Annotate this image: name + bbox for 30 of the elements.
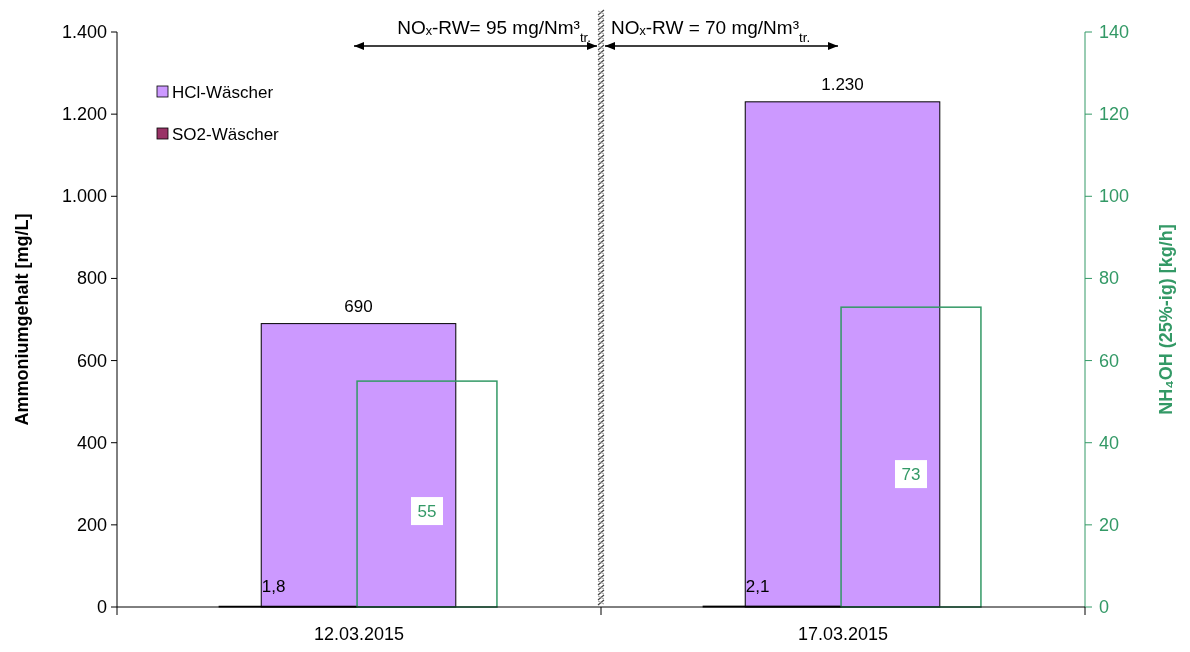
- data-label: 1,8: [261, 577, 286, 597]
- y2-tick-label: 40: [1099, 432, 1120, 453]
- y-tick-label: 1.200: [61, 104, 107, 125]
- annotation: NOₓ-RW= 95 mg/Nm³$_{tr.}$: [397, 17, 591, 45]
- data-label: 1.230: [821, 74, 864, 94]
- data-label: 690: [344, 296, 373, 316]
- y2-tick-label: 140: [1099, 22, 1130, 42]
- y-tick-label: 600: [76, 350, 107, 371]
- annotation: NOₓ-RW = 70 mg/Nm³$_{tr.}$: [611, 17, 811, 45]
- x-tick-label: 12.03.2015: [313, 624, 405, 644]
- y2-tick-label: 120: [1099, 104, 1130, 125]
- y-tick-label: 1.400: [61, 22, 107, 42]
- y2-tick-label: 80: [1099, 268, 1120, 289]
- y2-tick-label: 60: [1099, 350, 1120, 371]
- data-label: 73: [901, 465, 921, 485]
- y-tick-label: 0: [96, 597, 107, 617]
- y2-tick-label: 20: [1099, 514, 1120, 535]
- y-tick-label: 1.000: [61, 186, 107, 207]
- y-tick-label: 800: [76, 268, 107, 289]
- y-tick-label: 200: [76, 514, 107, 535]
- legend-label: HCl-Wäscher: [172, 83, 274, 102]
- y-axis-title: Ammoniumgehalt [mg/L]: [12, 213, 32, 426]
- data-label: 2,1: [745, 577, 770, 597]
- y-tick-label: 400: [76, 432, 107, 453]
- data-label: 55: [417, 502, 437, 522]
- y2-tick-label: 0: [1099, 597, 1110, 617]
- legend-label: SO2-Wäscher: [172, 125, 280, 144]
- y2-tick-label: 100: [1099, 186, 1130, 207]
- x-tick-label: 17.03.2015: [797, 624, 889, 644]
- y2-axis-title: NH₄OH (25%-ig) [kg/h]: [1156, 224, 1176, 415]
